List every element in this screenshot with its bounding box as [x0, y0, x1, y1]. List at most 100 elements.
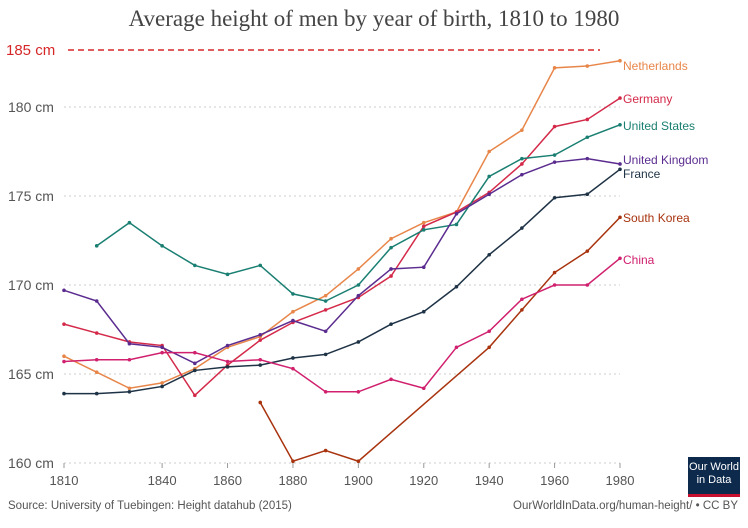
data-point — [323, 448, 328, 453]
data-point — [356, 293, 361, 298]
series-line-united-states — [96, 124, 621, 302]
data-point — [160, 244, 164, 248]
data-point — [62, 322, 66, 326]
data-point — [520, 308, 524, 312]
data-point — [520, 226, 524, 230]
data-point — [258, 400, 263, 405]
data-point — [62, 391, 66, 396]
series-label: Germany — [623, 92, 672, 106]
data-point — [585, 156, 590, 161]
data-point — [193, 263, 197, 268]
data-point — [356, 390, 361, 394]
data-point — [520, 172, 524, 177]
data-point — [520, 297, 524, 302]
data-point — [487, 329, 491, 334]
data-point — [454, 345, 459, 350]
data-point — [389, 245, 393, 250]
data-point — [225, 359, 230, 364]
data-point — [389, 377, 393, 382]
series-line-south-korea — [259, 216, 621, 463]
data-point — [421, 220, 426, 225]
data-point — [94, 244, 99, 248]
x-tick-label: 1940 — [475, 473, 504, 488]
data-point — [552, 195, 557, 200]
data-point — [291, 366, 295, 371]
data-point — [323, 329, 328, 334]
data-point — [618, 58, 622, 63]
data-point — [160, 384, 164, 389]
data-point — [323, 293, 328, 298]
series-label: United Kingdom — [623, 153, 708, 167]
data-point — [356, 267, 361, 271]
data-point — [258, 363, 263, 367]
x-tick-label: 1900 — [344, 473, 373, 488]
data-point — [585, 283, 590, 287]
data-point — [160, 381, 164, 385]
data-point — [62, 288, 66, 293]
series-label: Netherlands — [623, 59, 688, 73]
data-point — [487, 345, 491, 350]
source-url[interactable]: OurWorldInData.org/human-height/ • CC BY — [513, 500, 738, 512]
data-point — [618, 215, 622, 220]
x-tick-label: 1840 — [148, 473, 177, 488]
data-point — [552, 160, 557, 164]
data-point — [127, 220, 132, 225]
data-point — [618, 96, 622, 100]
data-point — [94, 370, 99, 375]
data-point — [127, 341, 132, 346]
x-tick-label: 1860 — [213, 473, 242, 488]
data-point — [193, 361, 197, 366]
data-point — [291, 309, 295, 314]
data-point — [421, 386, 426, 391]
source-note: Source: University of Tuebingen: Height … — [8, 500, 292, 512]
data-point — [421, 228, 426, 232]
data-point — [258, 333, 263, 337]
series-line-united-kingdom — [63, 157, 621, 365]
data-point — [585, 135, 590, 140]
data-point — [160, 345, 164, 350]
data-point — [160, 350, 164, 355]
x-tick-label: 1960 — [540, 473, 569, 488]
x-tick-label: 1880 — [278, 473, 307, 488]
data-point — [454, 284, 459, 289]
data-point — [356, 283, 361, 287]
data-point — [585, 192, 590, 197]
data-point — [193, 393, 197, 398]
owid-logo[interactable]: Our World in Data — [688, 457, 740, 497]
series-line-china — [63, 257, 621, 393]
data-point — [487, 149, 491, 154]
data-point — [323, 308, 328, 312]
data-point — [552, 153, 557, 157]
data-point — [389, 267, 393, 271]
data-point — [323, 390, 328, 394]
series-line-france — [64, 168, 621, 395]
data-point — [356, 340, 361, 344]
data-point — [552, 270, 557, 275]
data-point — [291, 356, 295, 360]
series-line-germany — [63, 97, 621, 397]
data-point — [291, 292, 295, 296]
reference-line-label: 185 cm — [6, 42, 55, 59]
data-point — [127, 357, 132, 362]
data-point — [389, 322, 393, 326]
y-tick-label: 165 cm — [8, 366, 54, 382]
data-point — [225, 365, 230, 369]
x-tick-label: 1920 — [409, 473, 438, 488]
data-point — [454, 222, 459, 227]
data-point — [585, 64, 590, 68]
data-point — [520, 156, 524, 161]
data-point — [193, 368, 197, 373]
series-label: China — [623, 253, 655, 267]
chart-title: Average height of men by year of birth, … — [128, 6, 620, 31]
data-point — [618, 167, 622, 172]
data-point — [520, 162, 524, 166]
data-point — [421, 265, 426, 270]
data-point — [94, 299, 99, 303]
series-label: South Korea — [623, 211, 690, 225]
data-point — [454, 212, 459, 216]
data-point — [258, 263, 263, 268]
data-point — [487, 192, 491, 197]
y-tick-label: 160 cm — [8, 455, 54, 471]
y-tick-label: 170 cm — [8, 277, 54, 293]
